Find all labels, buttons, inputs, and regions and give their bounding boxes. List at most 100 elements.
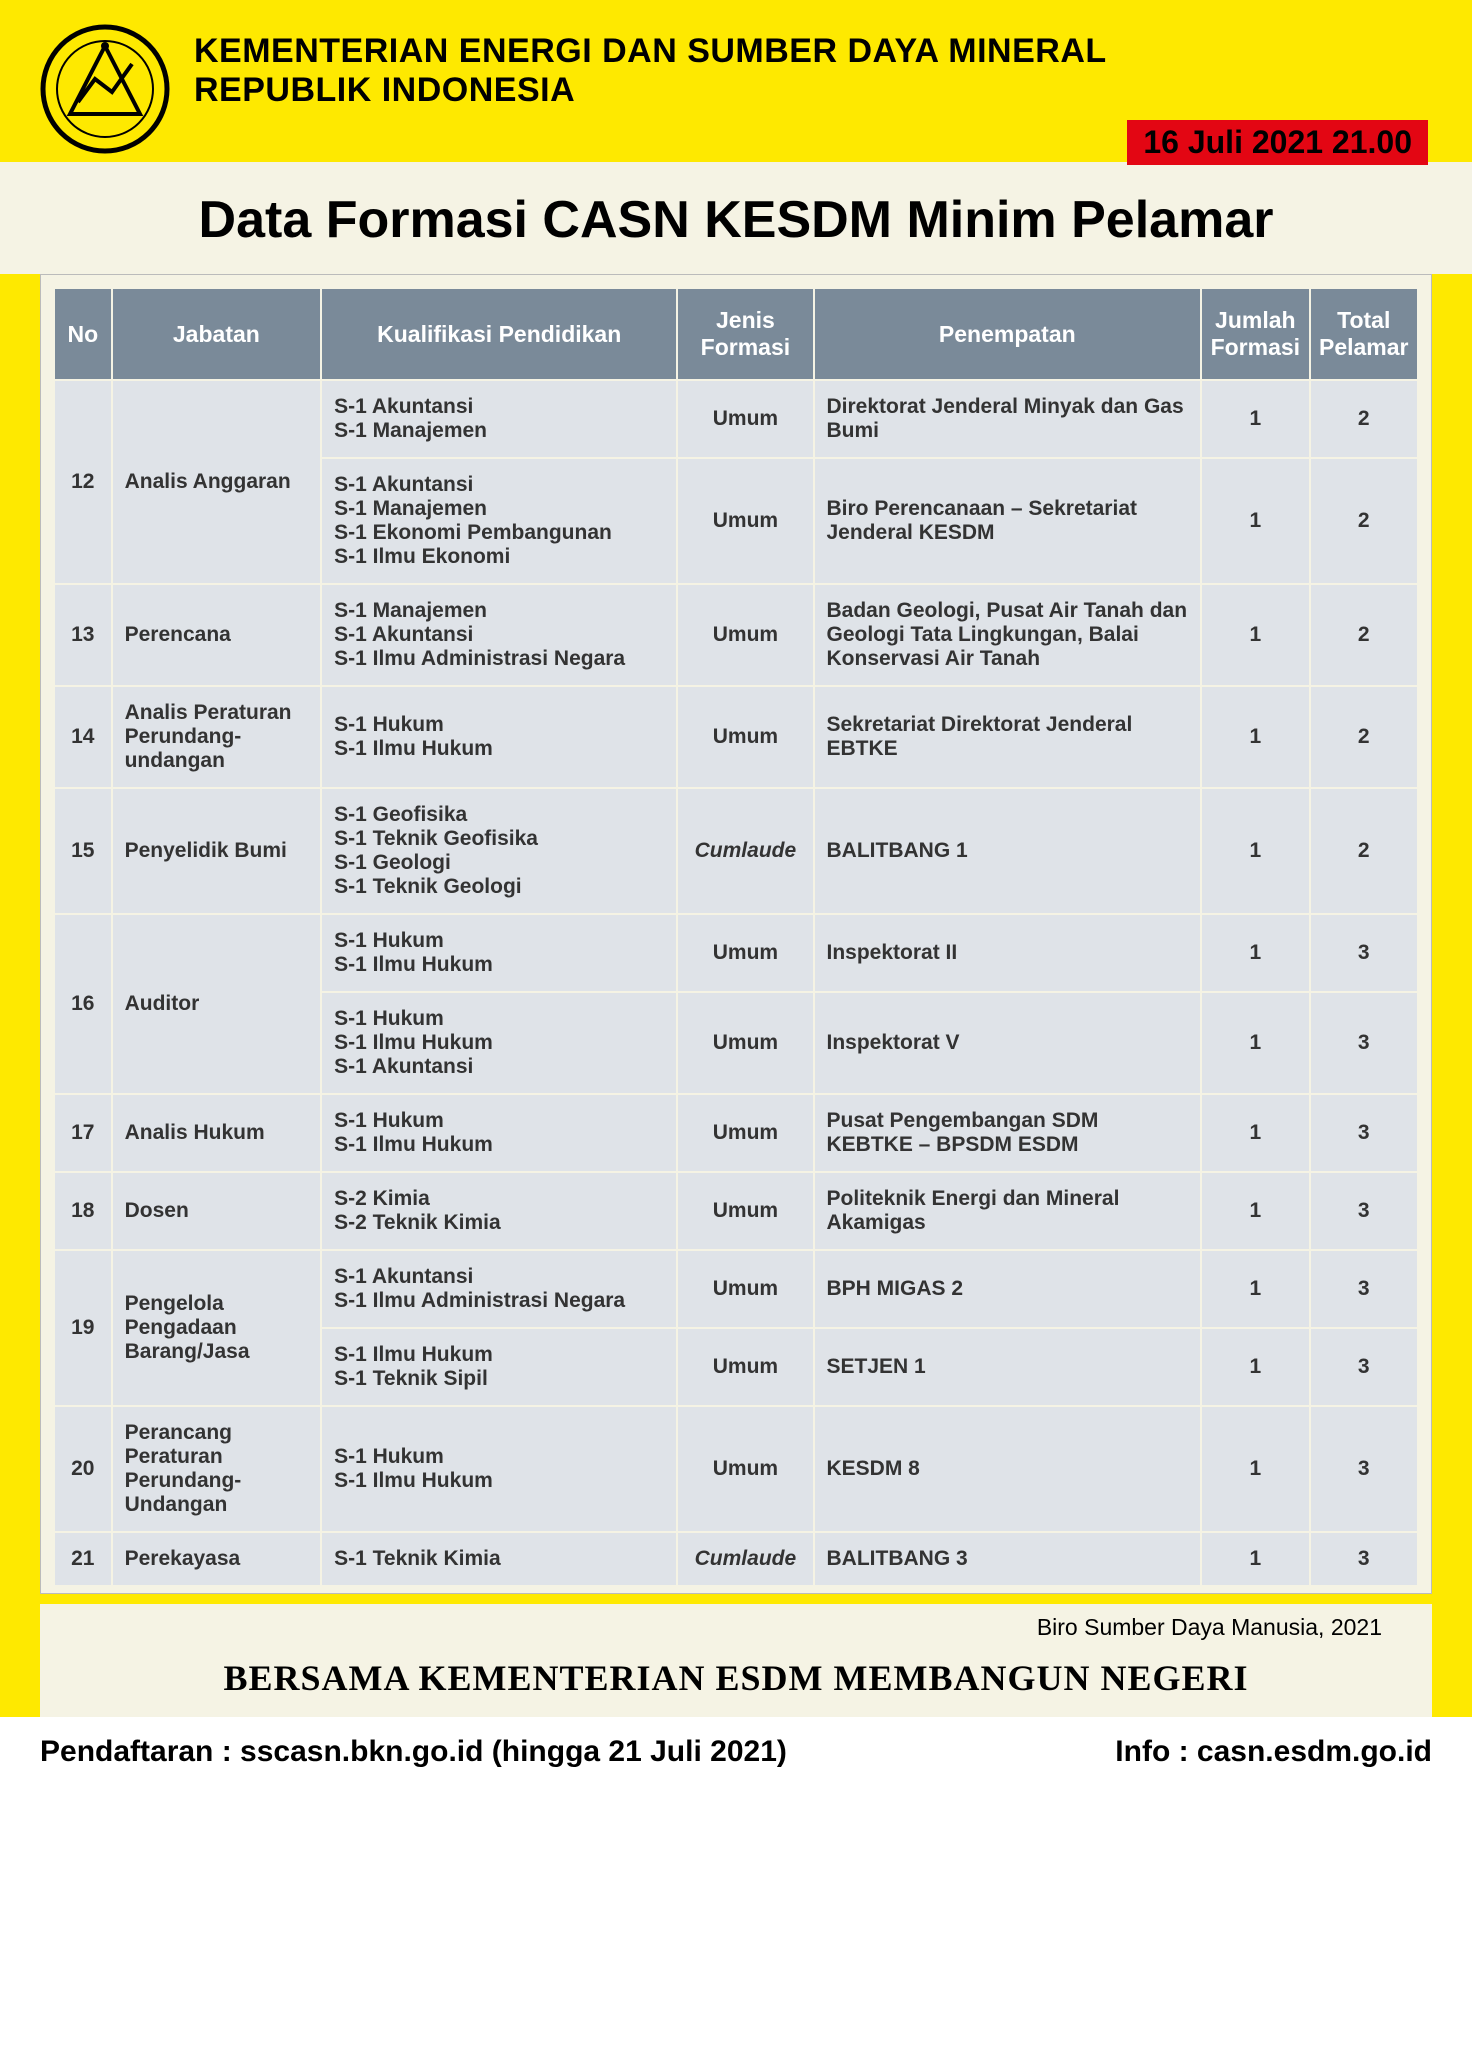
table-row: 21PerekayasaS-1 Teknik KimiaCumlaudeBALI… (54, 1532, 1418, 1586)
cell-total: 2 (1310, 686, 1419, 788)
cell-penempatan: Inspektorat II (814, 914, 1202, 992)
cell-kualifikasi: S-1 HukumS-1 Ilmu Hukum (321, 914, 677, 992)
table-row: 15Penyelidik BumiS-1 GeofisikaS-1 Teknik… (54, 788, 1418, 914)
cell-kualifikasi: S-1 GeofisikaS-1 Teknik GeofisikaS-1 Geo… (321, 788, 677, 914)
cell-jabatan: Pengelola Pengadaan Barang/Jasa (112, 1250, 322, 1406)
cell-total: 2 (1310, 788, 1419, 914)
ministry-name-line2: REPUBLIK INDONESIA (194, 71, 1432, 110)
cell-jenis: Umum (677, 1406, 813, 1532)
cell-jenis: Umum (677, 686, 813, 788)
date-badge: 16 Juli 2021 21.00 (1127, 120, 1428, 165)
table-row: 14Analis Peraturan Perundang-undanganS-1… (54, 686, 1418, 788)
cell-jumlah: 1 (1201, 458, 1309, 584)
cell-jenis: Umum (677, 1172, 813, 1250)
cell-no: 14 (54, 686, 112, 788)
cell-jenis: Umum (677, 992, 813, 1094)
cell-jenis: Umum (677, 914, 813, 992)
cell-no: 12 (54, 380, 112, 584)
table-header-row: No Jabatan Kualifikasi Pendidikan Jenis … (54, 288, 1418, 380)
cell-jenis: Umum (677, 380, 813, 458)
table-row: 18DosenS-2 KimiaS-2 Teknik KimiaUmumPoli… (54, 1172, 1418, 1250)
th-penempatan: Penempatan (814, 288, 1202, 380)
cell-no: 20 (54, 1406, 112, 1532)
page: KEMENTERIAN ENERGI DAN SUMBER DAYA MINER… (0, 0, 1472, 1791)
cell-penempatan: Biro Perencanaan – Sekretariat Jenderal … (814, 458, 1202, 584)
cell-jabatan: Auditor (112, 914, 322, 1094)
cell-penempatan: BPH MIGAS 2 (814, 1250, 1202, 1328)
cell-no: 19 (54, 1250, 112, 1406)
cell-jenis: Cumlaude (677, 1532, 813, 1586)
cell-kualifikasi: S-1 Teknik Kimia (321, 1532, 677, 1586)
cell-total: 2 (1310, 380, 1419, 458)
table-row: 19Pengelola Pengadaan Barang/JasaS-1 Aku… (54, 1250, 1418, 1328)
title-bar: Data Formasi CASN KESDM Minim Pelamar (0, 162, 1472, 274)
cell-jabatan: Dosen (112, 1172, 322, 1250)
source-attribution: Biro Sumber Daya Manusia, 2021 (40, 1604, 1432, 1647)
cell-total: 3 (1310, 1250, 1419, 1328)
cell-kualifikasi: S-1 ManajemenS-1 AkuntansiS-1 Ilmu Admin… (321, 584, 677, 686)
cell-jumlah: 1 (1201, 380, 1309, 458)
cell-total: 3 (1310, 1328, 1419, 1406)
footer-left: Pendaftaran : sscasn.bkn.go.id (hingga 2… (40, 1735, 787, 1769)
cell-jabatan: Perencana (112, 584, 322, 686)
cell-jumlah: 1 (1201, 914, 1309, 992)
cell-jumlah: 1 (1201, 992, 1309, 1094)
cell-jumlah: 1 (1201, 584, 1309, 686)
cell-jumlah: 1 (1201, 1532, 1309, 1586)
cell-kualifikasi: S-1 HukumS-1 Ilmu HukumS-1 Akuntansi (321, 992, 677, 1094)
cell-total: 3 (1310, 1094, 1419, 1172)
cell-jabatan: Perekayasa (112, 1532, 322, 1586)
cell-jenis: Umum (677, 1250, 813, 1328)
cell-penempatan: Pusat Pengembangan SDM KEBTKE – BPSDM ES… (814, 1094, 1202, 1172)
cell-penempatan: BALITBANG 3 (814, 1532, 1202, 1586)
cell-jenis: Umum (677, 1328, 813, 1406)
th-jenis: Jenis Formasi (677, 288, 813, 380)
cell-kualifikasi: S-1 HukumS-1 Ilmu Hukum (321, 686, 677, 788)
cell-jumlah: 1 (1201, 1250, 1309, 1328)
table-body: 12Analis AnggaranS-1 AkuntansiS-1 Manaje… (54, 380, 1418, 1586)
cell-kualifikasi: S-1 AkuntansiS-1 ManajemenS-1 Ekonomi Pe… (321, 458, 677, 584)
table-row: 16AuditorS-1 HukumS-1 Ilmu HukumUmumInsp… (54, 914, 1418, 992)
cell-total: 3 (1310, 992, 1419, 1094)
header-text: KEMENTERIAN ENERGI DAN SUMBER DAYA MINER… (194, 24, 1432, 110)
cell-penempatan: BALITBANG 1 (814, 788, 1202, 914)
cell-jenis: Umum (677, 458, 813, 584)
slogan: BERSAMA KEMENTERIAN ESDM MEMBANGUN NEGER… (40, 1647, 1432, 1717)
cell-total: 3 (1310, 1532, 1419, 1586)
table-container: No Jabatan Kualifikasi Pendidikan Jenis … (40, 274, 1432, 1594)
cell-kualifikasi: S-1 Ilmu HukumS-1 Teknik Sipil (321, 1328, 677, 1406)
cell-penempatan: SETJEN 1 (814, 1328, 1202, 1406)
table-row: 20Perancang Peraturan Perundang-Undangan… (54, 1406, 1418, 1532)
page-title: Data Formasi CASN KESDM Minim Pelamar (40, 190, 1432, 250)
cell-penempatan: Politeknik Energi dan Mineral Akamigas (814, 1172, 1202, 1250)
cell-penempatan: Direktorat Jenderal Minyak dan Gas Bumi (814, 380, 1202, 458)
cell-jumlah: 1 (1201, 1094, 1309, 1172)
ministry-logo-icon (40, 24, 170, 154)
footer-right: Info : casn.esdm.go.id (1115, 1735, 1432, 1769)
cell-no: 15 (54, 788, 112, 914)
th-jumlah: Jumlah Formasi (1201, 288, 1309, 380)
cell-total: 2 (1310, 584, 1419, 686)
cell-jumlah: 1 (1201, 1328, 1309, 1406)
cell-total: 2 (1310, 458, 1419, 584)
cell-jenis: Umum (677, 1094, 813, 1172)
th-total: Total Pelamar (1310, 288, 1419, 380)
cell-jenis: Cumlaude (677, 788, 813, 914)
cell-jabatan: Analis Hukum (112, 1094, 322, 1172)
cell-penempatan: KESDM 8 (814, 1406, 1202, 1532)
table-row: 13PerencanaS-1 ManajemenS-1 AkuntansiS-1… (54, 584, 1418, 686)
cell-jabatan: Penyelidik Bumi (112, 788, 322, 914)
cell-jabatan: Analis Anggaran (112, 380, 322, 584)
th-kualifikasi: Kualifikasi Pendidikan (321, 288, 677, 380)
cell-kualifikasi: S-1 AkuntansiS-1 Manajemen (321, 380, 677, 458)
table-row: 12Analis AnggaranS-1 AkuntansiS-1 Manaje… (54, 380, 1418, 458)
cell-total: 3 (1310, 914, 1419, 992)
cell-no: 21 (54, 1532, 112, 1586)
header: KEMENTERIAN ENERGI DAN SUMBER DAYA MINER… (0, 0, 1472, 162)
th-jabatan: Jabatan (112, 288, 322, 380)
cell-penempatan: Inspektorat V (814, 992, 1202, 1094)
cell-no: 18 (54, 1172, 112, 1250)
footer: Pendaftaran : sscasn.bkn.go.id (hingga 2… (0, 1717, 1472, 1791)
cell-kualifikasi: S-2 KimiaS-2 Teknik Kimia (321, 1172, 677, 1250)
cell-kualifikasi: S-1 HukumS-1 Ilmu Hukum (321, 1406, 677, 1532)
